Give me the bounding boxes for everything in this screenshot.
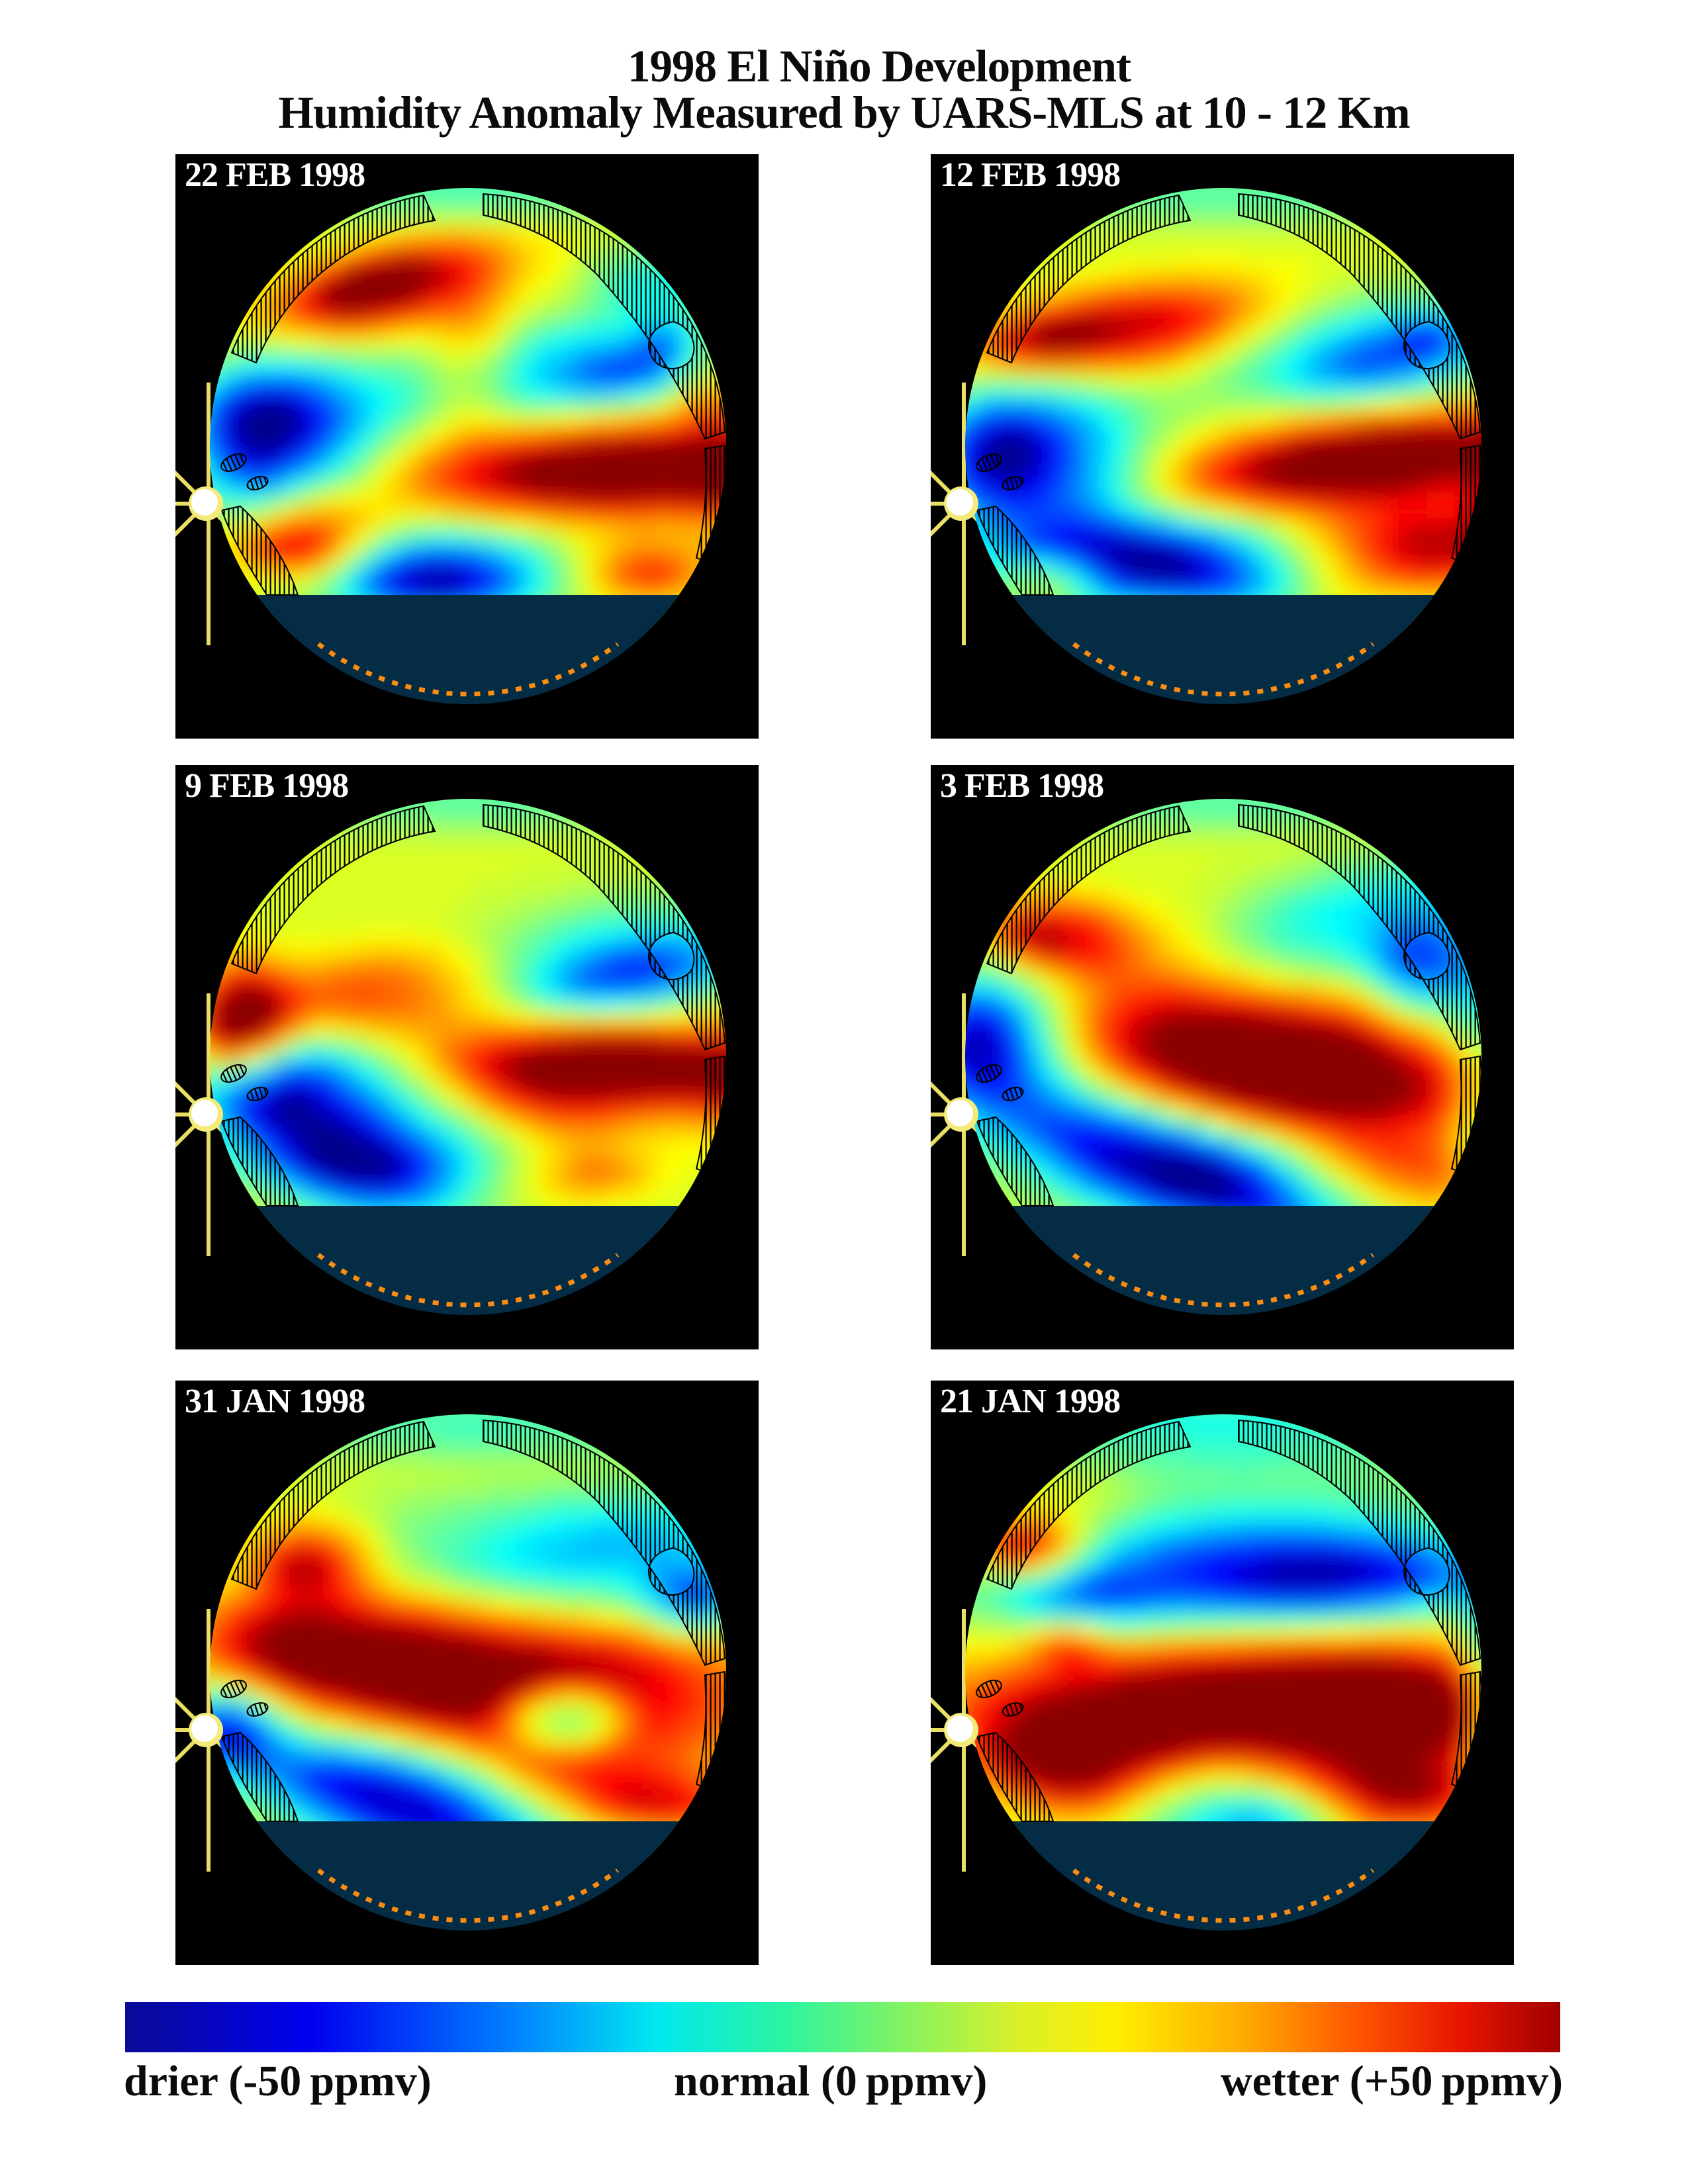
svg-text:22 FEB 1998: 22 FEB 1998 (185, 156, 365, 194)
svg-text:3 FEB 1998: 3 FEB 1998 (940, 767, 1103, 805)
svg-text:12 FEB 1998: 12 FEB 1998 (940, 156, 1120, 194)
svg-text:31 JAN 1998: 31 JAN 1998 (185, 1383, 365, 1420)
svg-text:9 FEB 1998: 9 FEB 1998 (185, 767, 348, 805)
